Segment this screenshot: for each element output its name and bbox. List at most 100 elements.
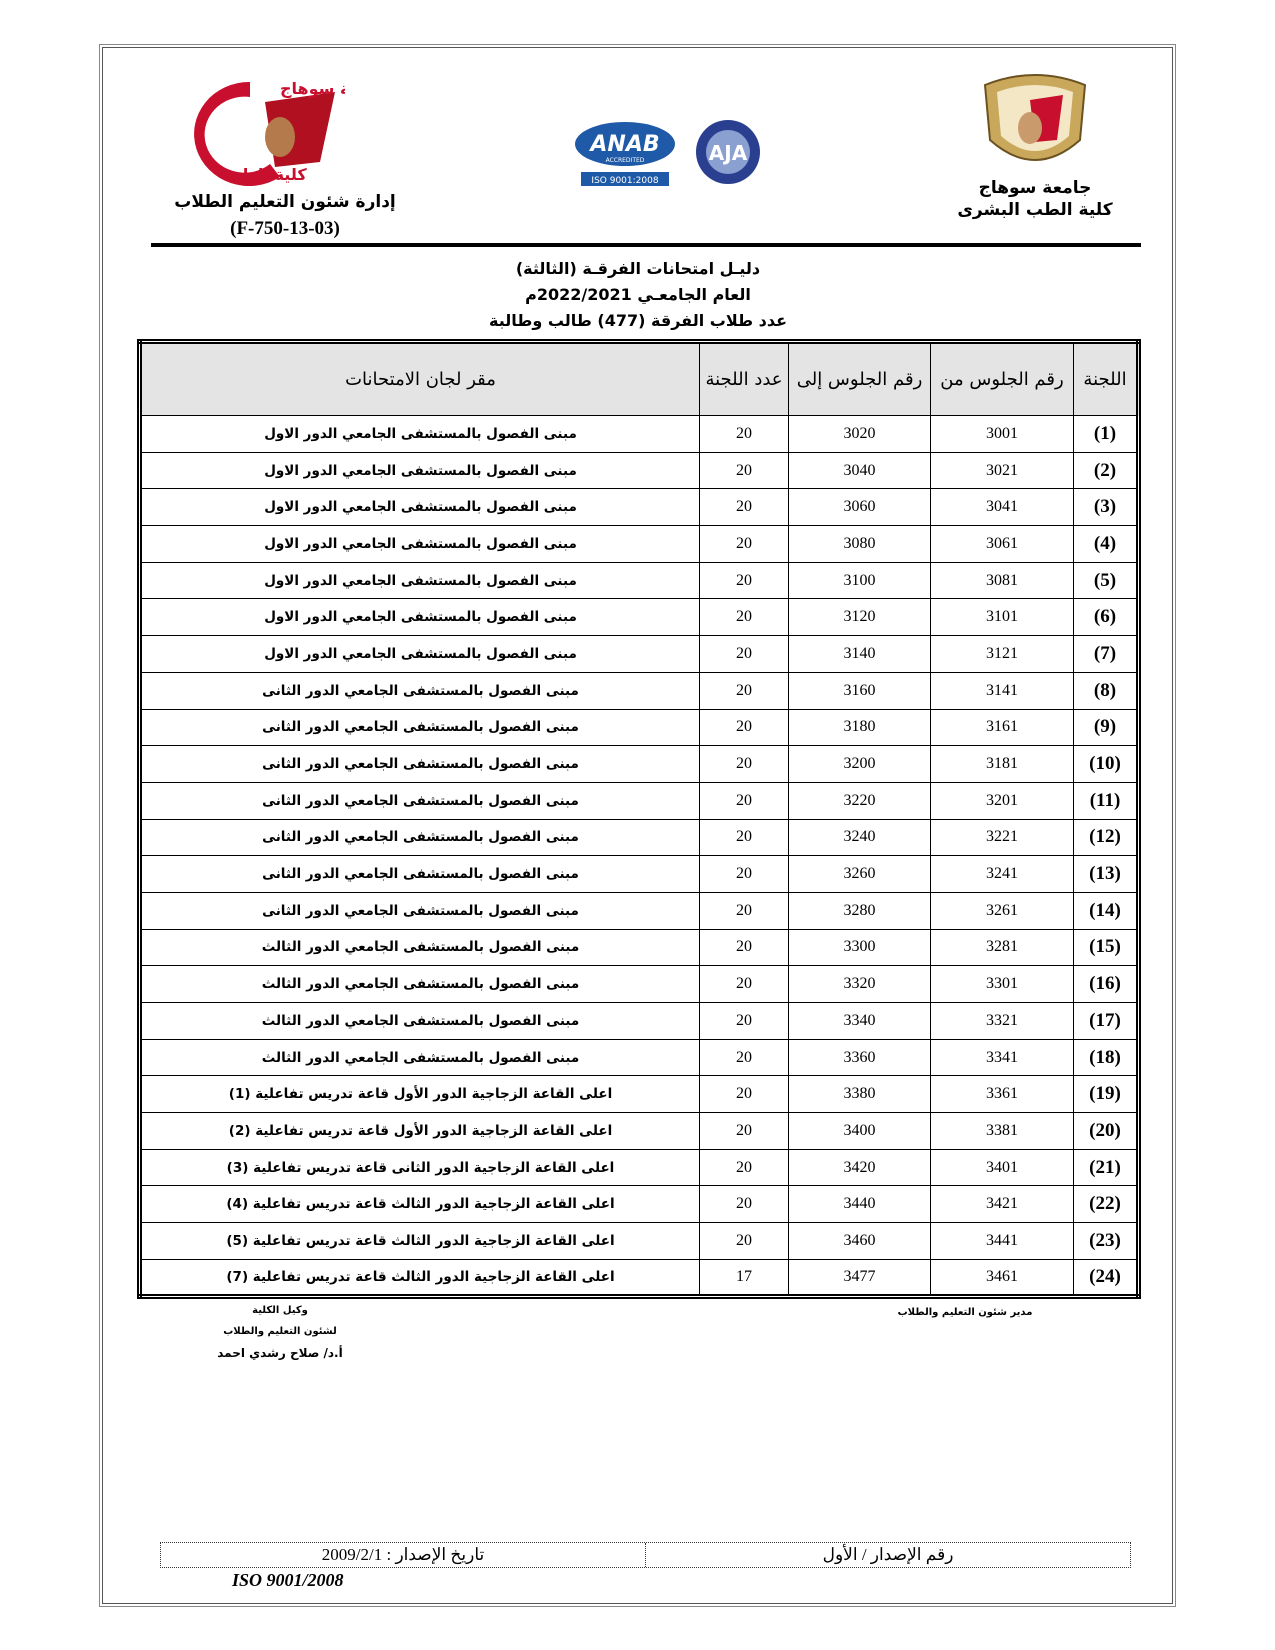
location: اعلى القاعة الزجاجية الدور الثالث قاعة ت… [139,1258,700,1297]
issue-number: رقم الإصدار / الأول [822,1545,954,1564]
table-row: (10) 3181 3200 20 مبنى الفصول بالمستشفى الجا… [139,745,1139,783]
committee-count: 20 [699,451,789,490]
table-row: (7) 3121 3140 20 مبنى الفصول بالمستشفى الجام… [139,635,1139,673]
seat-from: 3321 [930,1002,1074,1040]
col-location: مقر لجان الامتحانات [139,341,700,416]
seat-from: 3101 [930,598,1074,637]
location: مبنى الفصول بالمستشفى الجامعي الدور الثا… [139,781,700,820]
seat-from: 3001 [930,415,1074,453]
location: مبنى الفصول بالمستشفى الجامعي الدور الاو… [139,598,700,637]
table-row: (5) 3081 3100 20 مبنى الفصول بالمستشفى الجام… [139,561,1139,600]
university-name: جامعة سوهاج [978,178,1092,198]
table-row: (22) 3421 3440 20 اعلى القاعة الزجاجية الدور… [139,1185,1139,1224]
svg-text:ISO 9001:2008: ISO 9001:2008 [591,176,658,186]
committee-number: (4) [1073,525,1139,563]
seat-to: 3460 [788,1222,931,1260]
seat-from: 3121 [930,635,1074,673]
committee-number: (8) [1073,671,1139,710]
committee-count: 20 [699,781,789,820]
location: مبنى الفصول بالمستشفى الجامعي الدور الاو… [139,415,700,453]
table-row: (6) 3101 3120 20 مبنى الفصول بالمستشفى الجام… [139,598,1139,637]
committee-number: (18) [1073,1038,1139,1077]
committee-number: (20) [1073,1112,1139,1150]
committee-count: 20 [699,1148,789,1187]
signature-title: وكيل الكلية [252,1305,308,1316]
seat-from: 3441 [930,1222,1074,1260]
signature-subtitle: لشئون التعليم والطلاب [223,1326,337,1337]
seat-from: 3241 [930,855,1074,893]
committee-number: (14) [1073,891,1139,930]
academic-year: العام الجامعـي 2022/2021م [525,285,751,304]
committee-number: (6) [1073,598,1139,637]
location: اعلى القاعة الزجاجية الدور الثالث قاعة ت… [139,1222,700,1260]
location: مبنى الفصول بالمستشفى الجامعي الدور الثا… [139,891,700,930]
svg-text:كلية الطب: كلية الطب [225,165,307,184]
seat-from: 3061 [930,525,1074,563]
col-committee: اللجنة [1073,341,1139,416]
table-row: (3) 3041 3060 20 مبنى الفصول بالمستشفى الجام… [139,488,1139,527]
header-divider [151,243,1141,247]
seat-to: 3340 [788,1002,931,1040]
committee-number: (7) [1073,635,1139,673]
location: مبنى الفصول بالمستشفى الجامعي الدور الاو… [139,561,700,600]
student-count: عدد طلاب الفرقة (477) طالب وطالبة [489,311,787,330]
committee-count: 20 [699,598,789,637]
faculty-logo: جامعة سوهاج كلية الطب [194,79,345,186]
seat-to: 3140 [788,635,931,673]
department-name: إدارة شئون التعليم الطلاب [174,192,396,212]
seat-to: 3220 [788,781,931,820]
committee-number: (13) [1073,855,1139,893]
committee-count: 20 [699,818,789,857]
seat-to: 3360 [788,1038,931,1077]
location: مبنى الفصول بالمستشفى الجامعي الدور الثا… [139,671,700,710]
seat-from: 3181 [930,745,1074,783]
table-row: (14) 3261 3280 20 مبنى الفصول بالمستشفى الجا… [139,891,1139,930]
iso-label: ISO 9001/2008 [232,1570,344,1590]
seat-to: 3120 [788,598,931,637]
seat-to: 3420 [788,1148,931,1187]
seat-to: 3400 [788,1112,931,1150]
committee-number: (16) [1073,965,1139,1003]
svg-text:AJA: AJA [709,141,748,165]
committee-number: (19) [1073,1075,1139,1114]
table-row: (15) 3281 3300 20 مبنى الفصول بالمستشفى الجا… [139,928,1139,967]
committee-number: (2) [1073,451,1139,490]
seat-from: 3081 [930,561,1074,600]
seat-from: 3201 [930,781,1074,820]
university-seal [983,74,1087,161]
committee-number: (11) [1073,781,1139,820]
seat-to: 3080 [788,525,931,563]
accreditation-logos: ANAB ACCREDITED ISO 9001:2008 AJA [575,120,760,186]
table-row: (16) 3301 3320 20 مبنى الفصول بالمستشفى الجا… [139,965,1139,1003]
seat-from: 3161 [930,708,1074,747]
committee-number: (1) [1073,415,1139,453]
seat-to: 3200 [788,745,931,783]
seat-from: 3221 [930,818,1074,857]
committee-number: (3) [1073,488,1139,527]
committee-count: 20 [699,745,789,783]
seat-from: 3341 [930,1038,1074,1077]
form-code: (F-750-13-03) [230,218,340,239]
committee-count: 20 [699,1185,789,1224]
table-row: (19) 3361 3380 20 اعلى القاعة الزجاجية الدور… [139,1075,1139,1114]
committee-count: 20 [699,1002,789,1040]
committee-count: 20 [699,1038,789,1077]
table-row: (1) 3001 3020 20 مبنى الفصول بالمستشفى الجام… [139,415,1139,453]
committee-number: (12) [1073,818,1139,857]
committee-number: (23) [1073,1222,1139,1260]
seat-to: 3440 [788,1185,931,1224]
location: مبنى الفصول بالمستشفى الجامعي الدور الثا… [139,965,700,1003]
table-row: (4) 3061 3080 20 مبنى الفصول بالمستشفى الجام… [139,525,1139,563]
location: اعلى القاعة الزجاجية الدور الأول قاعة تد… [139,1075,700,1114]
committee-number: (22) [1073,1185,1139,1224]
seat-to: 3240 [788,818,931,857]
location: مبنى الفصول بالمستشفى الجامعي الدور الثا… [139,818,700,857]
location: مبنى الفصول بالمستشفى الجامعي الدور الثا… [139,928,700,967]
footer-box: رقم الإصدار / الأول تاريخ الإصدار : 2009… [160,1542,1131,1568]
doc-title: دليـل امتحانات الفرقـة (الثالثة) [515,259,761,278]
svg-text:ANAB: ANAB [588,132,659,157]
seat-from: 3401 [930,1148,1074,1187]
table-row: (11) 3201 3220 20 مبنى الفصول بالمستشفى الجا… [139,781,1139,820]
table-header-row: اللجنة رقم الجلوس من رقم الجلوس إلى عدد … [139,341,1139,416]
seat-to: 3280 [788,891,931,930]
